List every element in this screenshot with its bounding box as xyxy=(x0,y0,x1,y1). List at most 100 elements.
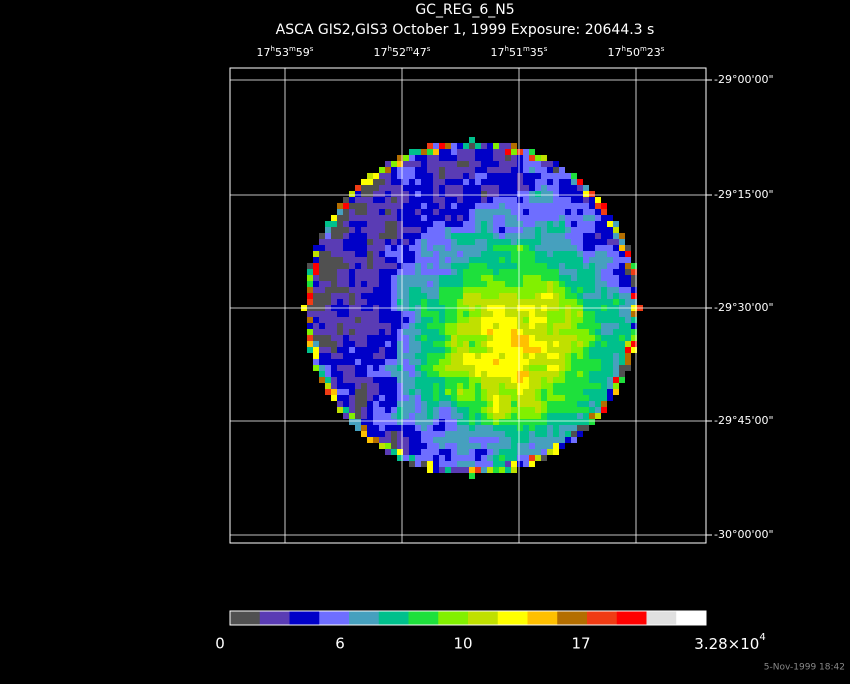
image-pixel xyxy=(541,317,547,323)
image-pixel xyxy=(397,185,403,191)
image-pixel xyxy=(565,257,571,263)
image-pixel xyxy=(535,251,541,257)
image-pixel xyxy=(601,275,607,281)
image-pixel xyxy=(481,419,487,425)
image-pixel xyxy=(541,371,547,377)
image-pixel xyxy=(469,203,475,209)
image-pixel xyxy=(499,401,505,407)
dec-label: -29°30'00" xyxy=(714,301,774,314)
image-pixel xyxy=(403,263,409,269)
image-pixel xyxy=(553,257,559,263)
image-pixel xyxy=(397,209,403,215)
image-pixel xyxy=(577,299,583,305)
image-pixel xyxy=(349,233,355,239)
image-pixel xyxy=(397,341,403,347)
colorbar-label: 0 xyxy=(215,635,225,653)
image-pixel xyxy=(391,281,397,287)
image-pixel xyxy=(535,269,541,275)
image-pixel xyxy=(481,365,487,371)
image-pixel xyxy=(571,221,577,227)
image-pixel xyxy=(451,191,457,197)
image-pixel xyxy=(559,395,565,401)
image-pixel xyxy=(355,221,361,227)
image-pixel xyxy=(601,365,607,371)
image-pixel xyxy=(577,221,583,227)
image-pixel xyxy=(367,413,373,419)
image-pixel xyxy=(373,347,379,353)
colorbar-swatch xyxy=(289,611,320,625)
image-pixel xyxy=(511,149,517,155)
image-pixel xyxy=(421,167,427,173)
image-pixel xyxy=(343,311,349,317)
image-pixel xyxy=(481,437,487,443)
colorbar-swatch xyxy=(378,611,409,625)
image-pixel xyxy=(451,287,457,293)
image-pixel xyxy=(391,245,397,251)
image-pixel xyxy=(589,377,595,383)
image-pixel xyxy=(565,377,571,383)
image-pixel xyxy=(439,341,445,347)
image-pixel xyxy=(475,425,481,431)
image-pixel xyxy=(445,197,451,203)
image-pixel xyxy=(415,269,421,275)
image-pixel xyxy=(385,221,391,227)
image-pixel xyxy=(547,365,553,371)
image-pixel xyxy=(361,221,367,227)
image-pixel xyxy=(445,149,451,155)
image-pixel xyxy=(505,413,511,419)
image-pixel xyxy=(463,233,469,239)
image-pixel xyxy=(487,149,493,155)
image-pixel xyxy=(325,287,331,293)
image-pixel xyxy=(445,167,451,173)
image-pixel xyxy=(439,401,445,407)
image-pixel xyxy=(379,335,385,341)
image-pixel xyxy=(427,143,433,149)
image-pixel xyxy=(373,317,379,323)
image-pixel xyxy=(535,437,541,443)
image-pixel xyxy=(313,299,319,305)
image-pixel xyxy=(607,377,613,383)
image-pixel xyxy=(385,407,391,413)
image-pixel xyxy=(517,239,523,245)
image-pixel xyxy=(463,347,469,353)
image-pixel xyxy=(367,185,373,191)
image-pixel xyxy=(475,431,481,437)
image-pixel xyxy=(445,299,451,305)
image-pixel xyxy=(451,251,457,257)
image-pixel xyxy=(619,293,625,299)
image-pixel xyxy=(571,185,577,191)
image-pixel xyxy=(409,443,415,449)
image-pixel xyxy=(529,155,535,161)
image-pixel xyxy=(571,179,577,185)
image-pixel xyxy=(559,359,565,365)
image-pixel xyxy=(421,335,427,341)
image-pixel xyxy=(337,251,343,257)
image-pixel xyxy=(547,359,553,365)
image-pixel xyxy=(349,383,355,389)
image-pixel xyxy=(421,455,427,461)
image-pixel xyxy=(403,251,409,257)
image-pixel xyxy=(403,161,409,167)
image-pixel xyxy=(601,251,607,257)
image-pixel xyxy=(589,413,595,419)
image-pixel xyxy=(499,347,505,353)
image-pixel xyxy=(571,377,577,383)
image-pixel xyxy=(493,437,499,443)
image-pixel xyxy=(367,275,373,281)
image-pixel xyxy=(367,191,373,197)
image-pixel xyxy=(361,401,367,407)
image-pixel xyxy=(583,335,589,341)
image-pixel xyxy=(403,269,409,275)
image-pixel xyxy=(415,293,421,299)
image-pixel xyxy=(607,335,613,341)
image-pixel xyxy=(529,281,535,287)
image-pixel xyxy=(535,419,541,425)
image-pixel xyxy=(355,245,361,251)
image-pixel xyxy=(325,263,331,269)
image-pixel xyxy=(331,323,337,329)
image-pixel xyxy=(481,227,487,233)
image-pixel xyxy=(469,329,475,335)
image-pixel xyxy=(493,353,499,359)
image-pixel xyxy=(571,389,577,395)
image-pixel xyxy=(505,287,511,293)
